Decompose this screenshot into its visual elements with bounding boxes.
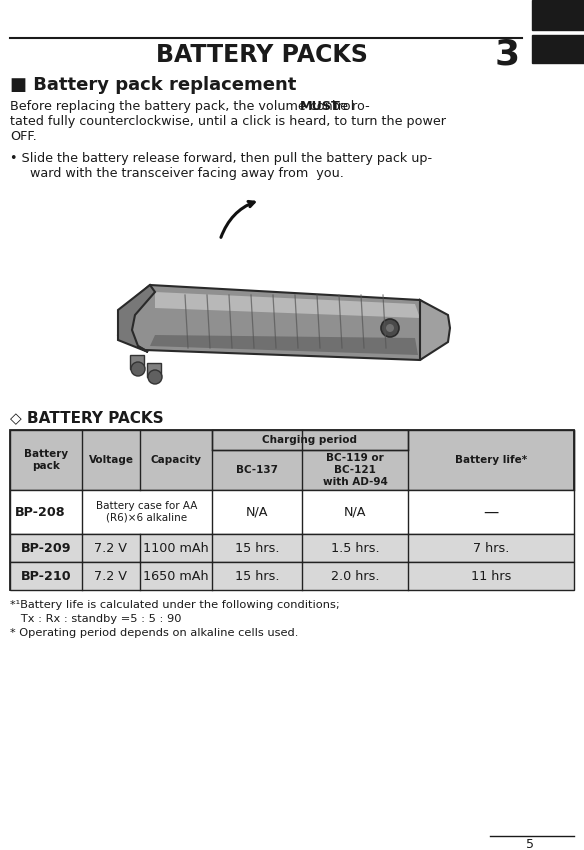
Text: —: — xyxy=(484,505,499,519)
Polygon shape xyxy=(118,285,155,352)
Text: 7 hrs.: 7 hrs. xyxy=(473,541,509,554)
Circle shape xyxy=(381,319,399,337)
Text: Battery
pack: Battery pack xyxy=(24,449,68,471)
Text: Before replacing the battery pack, the volume control: Before replacing the battery pack, the v… xyxy=(10,100,358,113)
Polygon shape xyxy=(155,292,420,318)
Text: Battery life*: Battery life* xyxy=(455,455,527,465)
Bar xyxy=(10,562,574,590)
Text: 5: 5 xyxy=(526,837,534,850)
Text: be ro-: be ro- xyxy=(328,100,370,113)
Circle shape xyxy=(148,370,162,384)
Text: 1650 mAh: 1650 mAh xyxy=(143,570,209,582)
Text: BP-208: BP-208 xyxy=(15,506,65,518)
Text: 1100 mAh: 1100 mAh xyxy=(143,541,209,554)
Bar xyxy=(10,534,574,562)
Text: 7.2 V: 7.2 V xyxy=(95,570,127,582)
Text: 3: 3 xyxy=(495,37,520,71)
Text: * Operating period depends on alkaline cells used.: * Operating period depends on alkaline c… xyxy=(10,628,298,638)
Bar xyxy=(10,430,574,590)
Circle shape xyxy=(131,362,145,376)
Text: 2.0 hrs.: 2.0 hrs. xyxy=(331,570,379,582)
Text: 1.5 hrs.: 1.5 hrs. xyxy=(331,541,380,554)
Polygon shape xyxy=(150,335,418,355)
Text: BP-209: BP-209 xyxy=(20,541,71,554)
Text: Voltage: Voltage xyxy=(89,455,134,465)
Polygon shape xyxy=(118,285,440,360)
Text: ward with the transceiver facing away from  you.: ward with the transceiver facing away fr… xyxy=(18,167,344,180)
Text: BATTERY PACKS: BATTERY PACKS xyxy=(156,43,368,67)
Text: N/A: N/A xyxy=(246,506,268,518)
Text: OFF.: OFF. xyxy=(10,130,37,143)
Bar xyxy=(10,490,574,534)
Text: 7.2 V: 7.2 V xyxy=(95,541,127,554)
Text: ■ Battery pack replacement: ■ Battery pack replacement xyxy=(10,76,296,94)
Text: tated fully counterclockwise, until a click is heard, to turn the power: tated fully counterclockwise, until a cl… xyxy=(10,115,446,128)
Text: BC-137: BC-137 xyxy=(236,465,278,475)
Text: 15 hrs.: 15 hrs. xyxy=(235,570,279,582)
Text: • Slide the battery release forward, then pull the battery pack up-: • Slide the battery release forward, the… xyxy=(10,152,432,165)
Bar xyxy=(147,363,161,377)
Text: 11 hrs: 11 hrs xyxy=(471,570,511,582)
Circle shape xyxy=(386,324,394,332)
Text: BC-119 or
BC-121
with AD-94: BC-119 or BC-121 with AD-94 xyxy=(322,453,387,486)
Text: ◇ BATTERY PACKS: ◇ BATTERY PACKS xyxy=(10,410,164,425)
Text: BP-210: BP-210 xyxy=(20,570,71,582)
Text: Capacity: Capacity xyxy=(151,455,201,465)
Text: *¹Battery life is calculated under the following conditions;: *¹Battery life is calculated under the f… xyxy=(10,600,340,610)
Text: Battery case for AA
(R6)×6 alkaline: Battery case for AA (R6)×6 alkaline xyxy=(96,502,198,523)
Bar xyxy=(10,430,574,490)
Text: 15 hrs.: 15 hrs. xyxy=(235,541,279,554)
Bar xyxy=(212,430,408,450)
Text: Tx : Rx : standby =5 : 5 : 90: Tx : Rx : standby =5 : 5 : 90 xyxy=(10,614,182,624)
Bar xyxy=(532,0,584,30)
Text: Charging period: Charging period xyxy=(262,435,357,445)
Text: MUST: MUST xyxy=(300,100,341,113)
Bar xyxy=(130,355,144,369)
Bar xyxy=(532,35,584,63)
Text: N/A: N/A xyxy=(344,506,366,518)
Polygon shape xyxy=(420,300,450,360)
